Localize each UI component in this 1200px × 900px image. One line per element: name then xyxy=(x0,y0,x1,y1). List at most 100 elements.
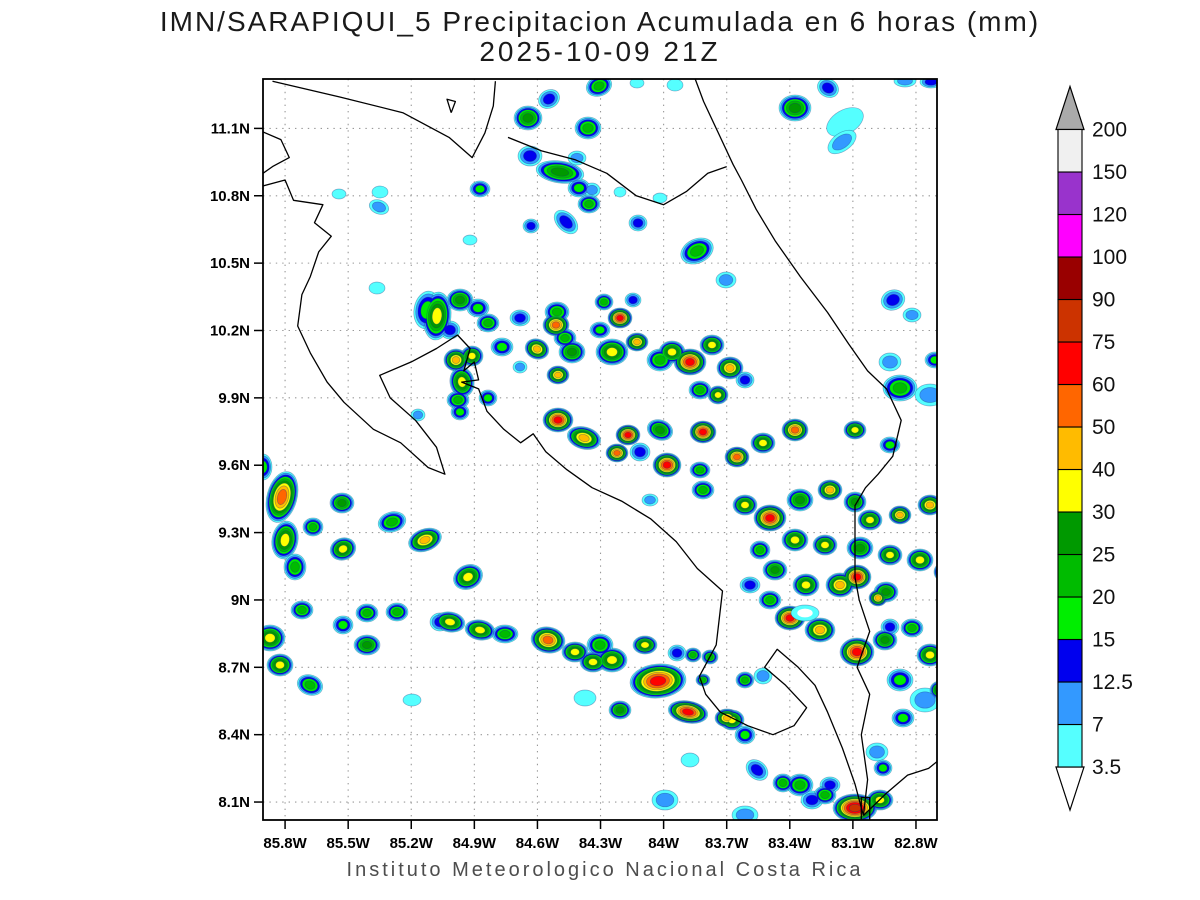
precip-contour xyxy=(467,352,477,360)
precip-contour xyxy=(698,428,708,436)
colorbar-swatch xyxy=(1057,426,1083,471)
precip-contour xyxy=(566,347,578,357)
precip-contour xyxy=(667,347,677,357)
precip-contour xyxy=(331,188,347,200)
colorbar-boundary-label: 3.5 xyxy=(1092,756,1121,779)
precip-contour xyxy=(820,541,830,549)
precip-contour xyxy=(649,675,667,687)
precip-contour xyxy=(474,626,486,634)
precip-contour xyxy=(740,501,750,509)
precip-contour xyxy=(371,185,389,199)
y-tick-label: 11.1N xyxy=(211,120,250,137)
coastline-path xyxy=(507,136,727,206)
precip-contour xyxy=(788,102,802,114)
precip-contour xyxy=(632,218,644,228)
precip-contour xyxy=(613,449,621,457)
colorbar-swatch xyxy=(1057,468,1083,513)
precip-contour xyxy=(337,620,349,630)
x-tick-label: 83.1W xyxy=(831,835,875,852)
colorbar-boundary-label: 7 xyxy=(1092,714,1104,737)
precip-contour xyxy=(682,708,694,716)
precip-contour xyxy=(892,382,908,394)
colorbar-swatch xyxy=(1057,298,1083,343)
precip-contour xyxy=(594,640,606,650)
precip-contour xyxy=(794,495,806,505)
precip-contour xyxy=(553,416,563,424)
precip-contour xyxy=(907,623,917,633)
precip-contour xyxy=(634,446,646,458)
precip-contour xyxy=(814,625,826,635)
colorbar-boundary-label: 120 xyxy=(1092,204,1127,227)
precip-contour xyxy=(924,79,937,86)
precip-contour xyxy=(878,763,888,773)
precip-contour xyxy=(444,618,456,626)
colorbar-boundary-label: 150 xyxy=(1092,161,1127,184)
colorbar-boundary-label: 40 xyxy=(1092,459,1115,482)
precip-contour xyxy=(451,356,461,364)
y-tick-label: 8.7N xyxy=(218,659,250,676)
precip-contour xyxy=(854,543,866,553)
precip-contour xyxy=(624,431,632,439)
axes: 11.1N 10.8N 10.5N 10.2N 9.9N 9.6N 9.3N 9N 8.7N 8.… xyxy=(210,78,938,852)
precip-contour xyxy=(929,355,937,365)
precip-contour xyxy=(594,325,606,335)
precip-contour xyxy=(483,393,493,403)
precip-contour xyxy=(654,425,666,435)
precip-contour xyxy=(925,501,935,509)
precip-contour xyxy=(523,150,537,162)
precip-contour xyxy=(276,489,288,505)
precip-contour xyxy=(606,347,618,357)
precip-contour xyxy=(644,495,656,505)
precip-contour xyxy=(593,81,605,91)
x-tick-label: 83.7W xyxy=(705,835,749,852)
precip-contour xyxy=(640,641,650,649)
precip-contour xyxy=(880,635,890,645)
precip-contour xyxy=(689,651,697,659)
precip-contour xyxy=(402,693,422,707)
precip-contour xyxy=(474,184,486,194)
precip-contour xyxy=(662,461,672,469)
coastline-path xyxy=(862,761,937,816)
precip-contour xyxy=(735,808,755,820)
precip-contour xyxy=(914,691,936,709)
precip-contour xyxy=(714,391,722,399)
precip-contour xyxy=(304,680,316,690)
precip-contour xyxy=(740,676,750,684)
precip-contour xyxy=(897,713,909,723)
precip-contour xyxy=(886,294,900,306)
precip-contour xyxy=(874,595,882,601)
x-tick-label: 84.9W xyxy=(453,835,497,852)
precip-contour xyxy=(725,364,735,372)
precip-contour xyxy=(884,622,896,632)
colorbar-boundary-label: 90 xyxy=(1092,289,1115,312)
precip-contour xyxy=(264,633,276,643)
y-tick-label: 10.8N xyxy=(210,188,250,205)
precip-contour xyxy=(392,607,402,617)
precip-contour xyxy=(616,314,624,322)
y-tick-label: 9N xyxy=(231,592,250,609)
colorbar-swatch xyxy=(1057,553,1083,598)
precip-contour xyxy=(750,763,764,777)
colorbar-swatch xyxy=(1057,638,1083,683)
precip-contour xyxy=(915,555,925,565)
precip-contour xyxy=(821,82,835,94)
precip-contour xyxy=(825,486,835,494)
precip-hole-core xyxy=(797,608,813,618)
precip-contour xyxy=(801,580,811,590)
precip-contour xyxy=(514,362,526,372)
precip-contour xyxy=(832,133,852,151)
colorbar: 3.5 7 12.5 15 20 25 30 40 50 60 75 90 100 120 150 200 xyxy=(1055,84,1133,812)
precip-contour xyxy=(573,689,597,707)
precip-contour xyxy=(758,439,768,447)
x-tick-label: 84.3W xyxy=(579,835,623,852)
colorbar-boundary-label: 25 xyxy=(1092,544,1115,567)
precip-contour xyxy=(666,79,684,92)
precip-contour xyxy=(582,123,594,133)
precip-contour xyxy=(884,440,896,450)
precip-contour xyxy=(444,324,456,336)
precip-contour xyxy=(559,215,573,229)
y-tick-label: 8.1N xyxy=(218,794,250,811)
precip-contour xyxy=(542,93,556,105)
